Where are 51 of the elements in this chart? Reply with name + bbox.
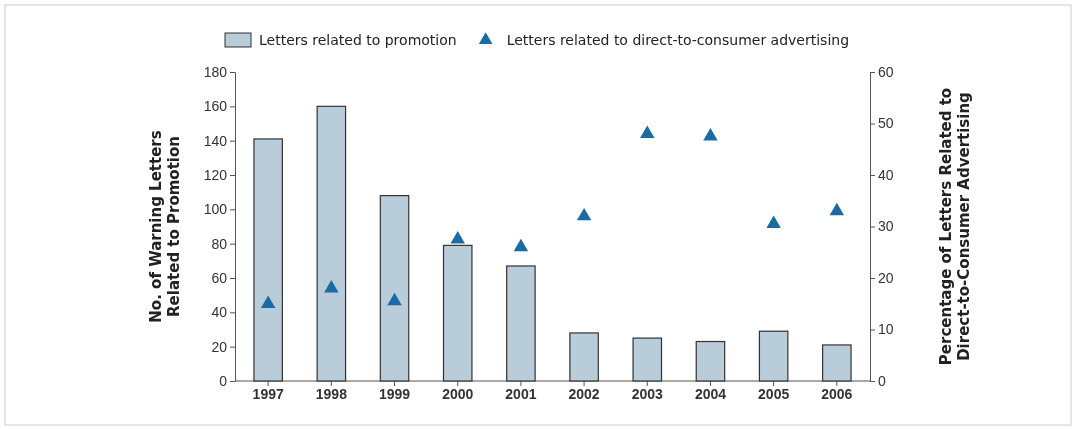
y-tick-label: 40 (211, 304, 228, 321)
y-tick-label: 180 (203, 63, 228, 80)
x-tick-label: 2005 (758, 385, 790, 402)
point (450, 231, 465, 244)
bar (253, 138, 283, 382)
bar (758, 330, 789, 382)
y2-tick-label: 60 (878, 63, 894, 80)
legend-label: Letters related to promotion (259, 32, 457, 48)
point (576, 207, 592, 221)
bar (632, 337, 663, 382)
y-tick-label: 160 (203, 98, 228, 115)
point (829, 202, 845, 216)
y2-axis-title: Percentage of Letters Related to Direct-to-Consumer Advertising (937, 87, 974, 366)
y-tick-label: 120 (203, 166, 228, 183)
bar (822, 344, 852, 382)
legend-label: Letters related to direct-to-consumer advertising (506, 32, 850, 48)
y-tick-label: 100 (203, 201, 228, 218)
x-tick-label: 1998 (315, 385, 348, 402)
point (513, 238, 529, 252)
y2-tick-label: 50 (878, 115, 894, 132)
point (640, 125, 655, 138)
y-tick-label: 0 (219, 372, 228, 389)
y2-tick-label: 10 (878, 321, 894, 338)
point (766, 215, 781, 229)
bar (506, 265, 536, 382)
x-tick-label: 2001 (505, 385, 537, 402)
point (260, 295, 276, 308)
x-tick-label: 1999 (378, 385, 411, 402)
x-tick-label: 2006 (821, 385, 853, 402)
point (703, 128, 718, 141)
y-tick-label: 20 (211, 338, 228, 355)
bar (695, 340, 726, 382)
y2-tick-label: 20 (878, 269, 894, 286)
y-tick-label: 80 (211, 235, 228, 252)
bar (442, 244, 473, 382)
point (324, 279, 339, 293)
y2-tick-label: 40 (878, 166, 894, 183)
x-tick-label: 2002 (568, 385, 600, 402)
y2-tick-label: 0 (878, 372, 886, 389)
x-tick-label: 1997 (252, 385, 284, 402)
y-axis-title: No. of Warning Letters Related to Promotion (147, 130, 184, 323)
x-tick-label: 2004 (694, 385, 727, 402)
point (387, 292, 402, 306)
y-tick-label: 60 (211, 269, 228, 286)
bar (316, 105, 347, 382)
x-tick-label: 2000 (442, 385, 474, 402)
bar (379, 195, 410, 382)
y2-tick-label: 30 (878, 218, 894, 235)
bar (569, 332, 599, 382)
y-tick-label: 140 (203, 132, 228, 149)
x-tick-label: 2003 (631, 385, 664, 402)
